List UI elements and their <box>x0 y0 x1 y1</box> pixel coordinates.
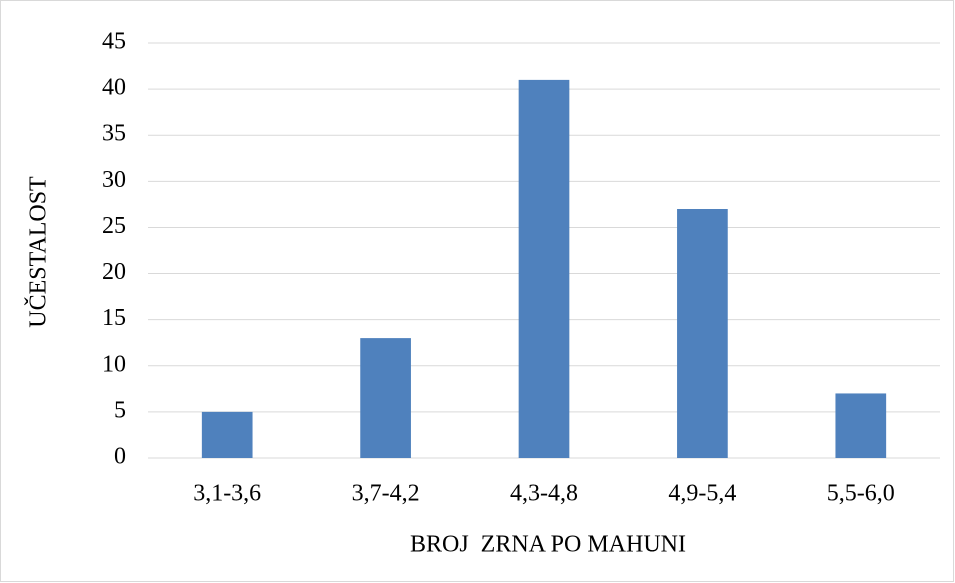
bar <box>201 411 253 458</box>
x-axis-label: BROJ ZRNA PO MAHUNI <box>410 532 686 558</box>
y-tick-label: 10 <box>102 351 126 377</box>
y-tick-label: 5 <box>114 397 126 423</box>
y-tick-label: 20 <box>102 259 126 285</box>
y-tick-label: 40 <box>102 75 126 101</box>
bar <box>518 79 570 458</box>
x-tick-label: 5,5-6,0 <box>827 481 895 507</box>
bar <box>835 393 887 458</box>
x-tick-label: 4,3-4,8 <box>510 481 578 507</box>
bar <box>360 338 411 458</box>
y-axis-label: UČESTALOST <box>25 176 52 328</box>
x-tick-label: 3,1-3,6 <box>193 481 261 507</box>
y-tick-label: 30 <box>102 167 126 193</box>
bar <box>677 209 728 458</box>
y-tick-label: 25 <box>102 213 126 239</box>
x-tick-label: 3,7-4,2 <box>352 481 420 507</box>
y-tick-label: 35 <box>102 121 126 147</box>
x-tick-label: 4,9-5,4 <box>668 481 736 507</box>
y-tick-label: 15 <box>102 305 126 331</box>
y-tick-label: 45 <box>102 29 126 55</box>
y-tick-label: 0 <box>114 444 126 470</box>
